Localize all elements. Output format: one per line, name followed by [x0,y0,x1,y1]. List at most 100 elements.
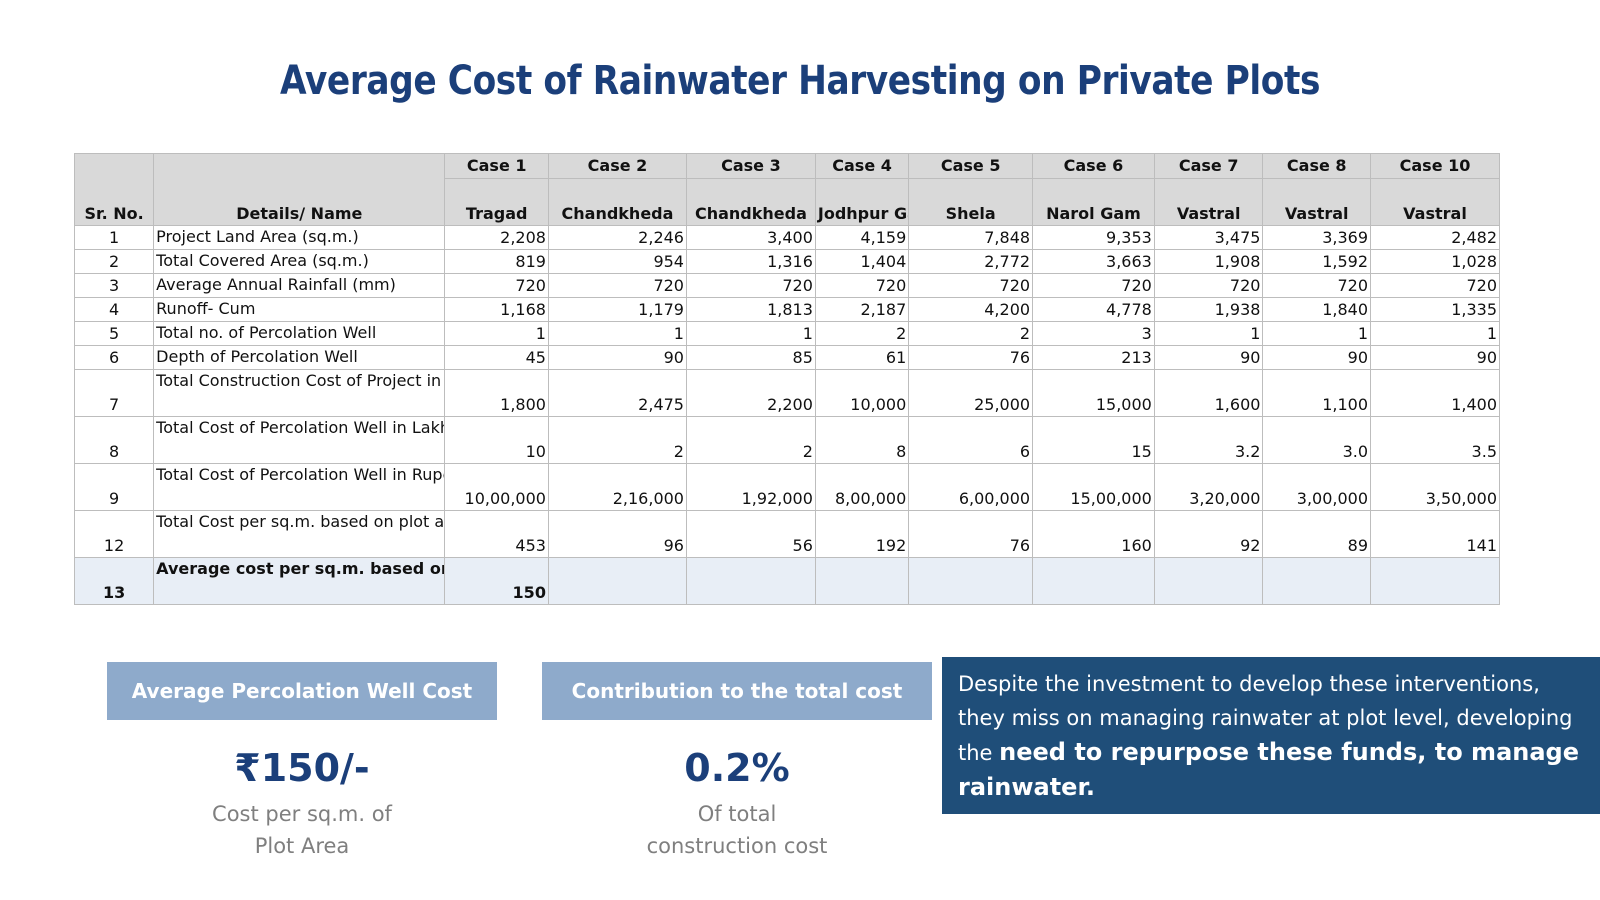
row-value: 45 [444,345,549,370]
empty-cell [814,557,910,605]
row-sr-no: 9 [73,463,155,511]
case-header: Case 10 [1370,153,1500,179]
details-header: Details/ Name [153,153,446,226]
row-value: 1,908 [1153,249,1264,274]
row-value: 1,840 [1262,297,1372,322]
row-value: 192 [814,510,910,558]
row-value: 720 [444,273,549,298]
row-value: 1 [1370,321,1500,346]
row-value: 7,848 [908,225,1034,250]
contribution-caption: Of total construction cost [646,802,828,858]
row-value: 25,000 [908,369,1034,417]
table-row: 1 Project Land Area (sq.m.) 2,208 2,246 3,40… [73,225,1500,250]
row-value: 453 [444,510,549,558]
row-value: 1,813 [685,297,816,322]
row-value: 15,00,000 [1032,463,1155,511]
row-value: 76 [908,510,1034,558]
location-header: Chandkheda [685,178,816,226]
row-value: 1,938 [1153,297,1264,322]
row-sr-no: 7 [73,369,155,417]
row-value: 2,200 [685,369,816,417]
row-value: 56 [685,510,816,558]
row-value: 90 [1370,345,1500,370]
row-value: 90 [1153,345,1264,370]
row-value: 1,400 [1370,369,1500,417]
row-value: 141 [1370,510,1500,558]
empty-cell [685,557,816,605]
row-value: 954 [547,249,687,274]
row-value: 3,00,000 [1262,463,1372,511]
row-value: 3,50,000 [1370,463,1500,511]
row-detail: Depth of Percolation Well [153,345,446,370]
row-value: 92 [1153,510,1264,558]
avg-value: 150 [444,557,549,605]
row-value: 3.2 [1153,416,1264,464]
table-row: 3 Average Annual Rainfall (mm) 720 720 720 72… [73,273,1500,298]
row-sr-no: 8 [73,416,155,464]
row-detail: Runoff- Cum [153,297,446,322]
row-value: 720 [1032,273,1155,298]
row-value: 1,92,000 [685,463,816,511]
row-sr-no: 3 [73,273,155,298]
contribution-box: Contribution to the total cost [542,662,932,720]
row-sr-no: 4 [73,297,155,322]
row-value: 1,592 [1262,249,1372,274]
location-header: Chandkheda [547,178,687,226]
row-value: 4,778 [1032,297,1155,322]
row-value: 10 [444,416,549,464]
row-value: 720 [908,273,1034,298]
row-value: 2 [908,321,1034,346]
insight-text: Despite the investment to develop these … [958,672,1573,765]
row-value: 3,20,000 [1153,463,1264,511]
avg-well-cost-caption: Cost per sq.m. of Plot Area [212,802,392,858]
row-value: 1,335 [1370,297,1500,322]
insight-emphasis: need to repurpose these funds, to manage… [958,738,1579,801]
empty-cell [1032,557,1155,605]
row-value: 3,663 [1032,249,1155,274]
insight-callout: Despite the investment to develop these … [942,657,1600,814]
row-value: 96 [547,510,687,558]
row-detail: Total Cost per sq.m. based on plot area … [153,510,446,558]
row-value: 2,187 [814,297,910,322]
row-value: 2,772 [908,249,1034,274]
row-sr-no: 2 [73,249,155,274]
row-value: 8,00,000 [814,463,910,511]
case-header: Case 4 [814,153,910,179]
row-value: 720 [1153,273,1264,298]
row-sr-no: 6 [73,345,155,370]
row-value: 1,028 [1370,249,1500,274]
case-header: Case 1 [444,153,549,179]
case-header: Case 6 [1032,153,1155,179]
row-detail: Total no. of Percolation Well [153,321,446,346]
empty-cell [1153,557,1264,605]
row-detail: Project Land Area (sq.m.) [153,225,446,250]
row-value: 2 [547,416,687,464]
row-value: 1,800 [444,369,549,417]
row-value: 3 [1032,321,1155,346]
row-sr-no: 1 [73,225,155,250]
row-value: 90 [1262,345,1372,370]
row-value: 10,000 [814,369,910,417]
row-value: 9,353 [1032,225,1155,250]
row-value: 76 [908,345,1034,370]
location-header: Vastral [1370,178,1500,226]
row-value: 89 [1262,510,1372,558]
case-header: Case 5 [908,153,1034,179]
row-value: 1 [444,321,549,346]
row-detail: Total Covered Area (sq.m.) [153,249,446,274]
row-value: 1 [547,321,687,346]
row-value: 8 [814,416,910,464]
row-value: 1,316 [685,249,816,274]
empty-cell [1370,557,1500,605]
cost-table: Sr. No. Details/ Name Case 1 Case 2 Case… [73,153,1500,605]
location-header: Vastral [1262,178,1372,226]
row-value: 2,16,000 [547,463,687,511]
row-value: 720 [1370,273,1500,298]
row-value: 720 [547,273,687,298]
location-header: Narol Gam [1032,178,1155,226]
row-value: 1,179 [547,297,687,322]
